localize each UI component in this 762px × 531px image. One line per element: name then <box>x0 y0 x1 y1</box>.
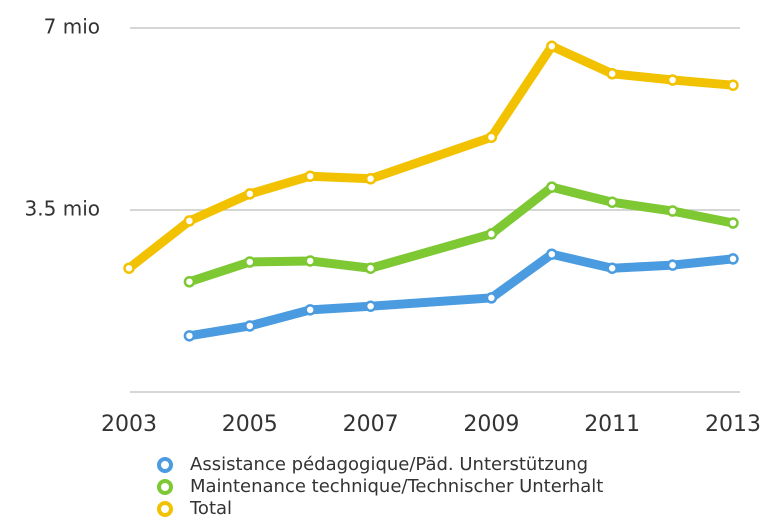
legend-label: Total <box>189 498 232 519</box>
point-marker <box>666 259 679 271</box>
legend-marker <box>157 457 173 473</box>
point-marker <box>727 253 739 265</box>
point-marker <box>244 188 256 200</box>
x-tick-label: 2011 <box>584 412 640 437</box>
point-marker <box>485 228 498 240</box>
point-marker <box>304 255 316 267</box>
series-line <box>188 249 734 341</box>
point-marker <box>546 248 558 260</box>
point-marker <box>304 304 316 316</box>
point-marker <box>183 330 196 342</box>
point-marker <box>485 131 498 143</box>
legend-label: Maintenance technique/Technischer Unterh… <box>190 476 603 497</box>
point-marker <box>183 276 196 288</box>
point-marker <box>304 170 316 182</box>
legend-marker <box>157 501 173 517</box>
y-tick-label: 7 mio <box>44 15 100 39</box>
x-tick-label: 2009 <box>463 412 519 437</box>
point-marker <box>364 173 377 185</box>
x-tick-label: 2013 <box>705 412 761 437</box>
point-marker <box>606 196 618 208</box>
legend-marker <box>157 479 173 495</box>
x-tick-label: 2007 <box>343 412 399 437</box>
point-marker <box>364 300 377 312</box>
point-marker <box>244 320 256 332</box>
point-marker <box>183 215 196 227</box>
point-marker <box>666 74 679 86</box>
point-marker <box>546 40 558 52</box>
point-marker <box>727 217 739 229</box>
point-marker <box>485 292 498 304</box>
x-tick-label: 2003 <box>101 412 157 437</box>
y-tick-label: 3.5 mio <box>25 197 100 221</box>
point-marker <box>244 256 256 268</box>
legend-label: Assistance pédagogique/Päd. Unterstützun… <box>190 454 588 475</box>
series-line <box>126 41 734 272</box>
point-marker <box>727 79 739 91</box>
point-marker <box>123 262 135 274</box>
point-marker <box>666 205 679 217</box>
point-marker <box>606 68 618 80</box>
point-marker <box>364 262 377 274</box>
x-tick-label: 2005 <box>222 412 278 437</box>
point-marker <box>606 262 618 274</box>
point-marker <box>546 181 558 193</box>
